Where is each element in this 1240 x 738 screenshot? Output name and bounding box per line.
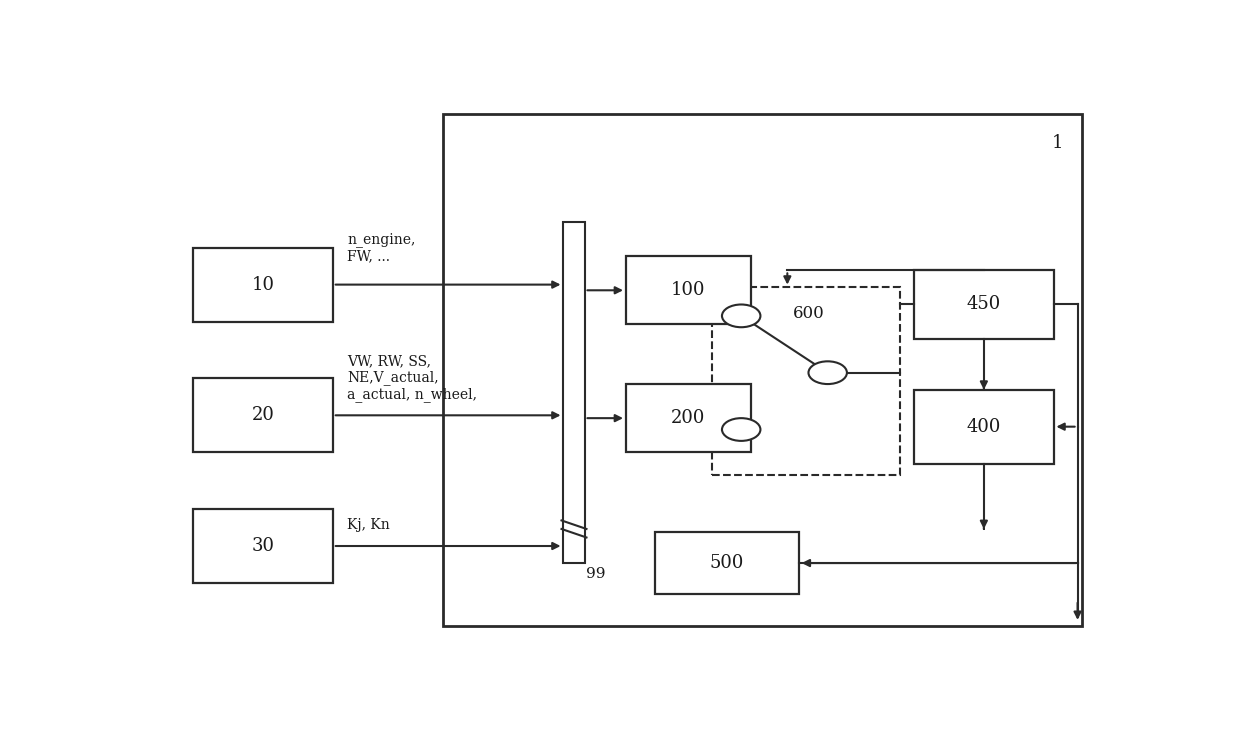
FancyBboxPatch shape [193,509,332,583]
Text: 600: 600 [792,305,825,322]
FancyBboxPatch shape [626,256,751,325]
Text: 1: 1 [1052,134,1063,152]
Circle shape [722,305,760,327]
FancyBboxPatch shape [626,384,751,452]
Text: 30: 30 [252,537,274,555]
Text: 400: 400 [967,418,1001,435]
Circle shape [808,362,847,384]
FancyBboxPatch shape [563,222,584,563]
Text: VW, RW, SS,
NE,V_actual,
a_actual, n_wheel,: VW, RW, SS, NE,V_actual, a_actual, n_whe… [347,354,477,402]
FancyBboxPatch shape [444,114,1083,626]
Text: 100: 100 [671,281,706,300]
FancyBboxPatch shape [193,379,332,452]
Text: 200: 200 [671,409,706,427]
Text: n_engine,
FW, ...: n_engine, FW, ... [347,232,415,263]
Circle shape [722,418,760,441]
Text: 20: 20 [252,407,274,424]
Text: 10: 10 [252,275,274,294]
FancyBboxPatch shape [914,390,1054,463]
FancyBboxPatch shape [914,270,1054,339]
Text: 450: 450 [967,295,1001,314]
FancyBboxPatch shape [712,287,900,475]
Text: 99: 99 [585,567,605,581]
Text: 500: 500 [709,554,744,572]
FancyBboxPatch shape [193,248,332,322]
Text: Kj, Kn: Kj, Kn [347,518,389,532]
FancyBboxPatch shape [655,532,799,594]
